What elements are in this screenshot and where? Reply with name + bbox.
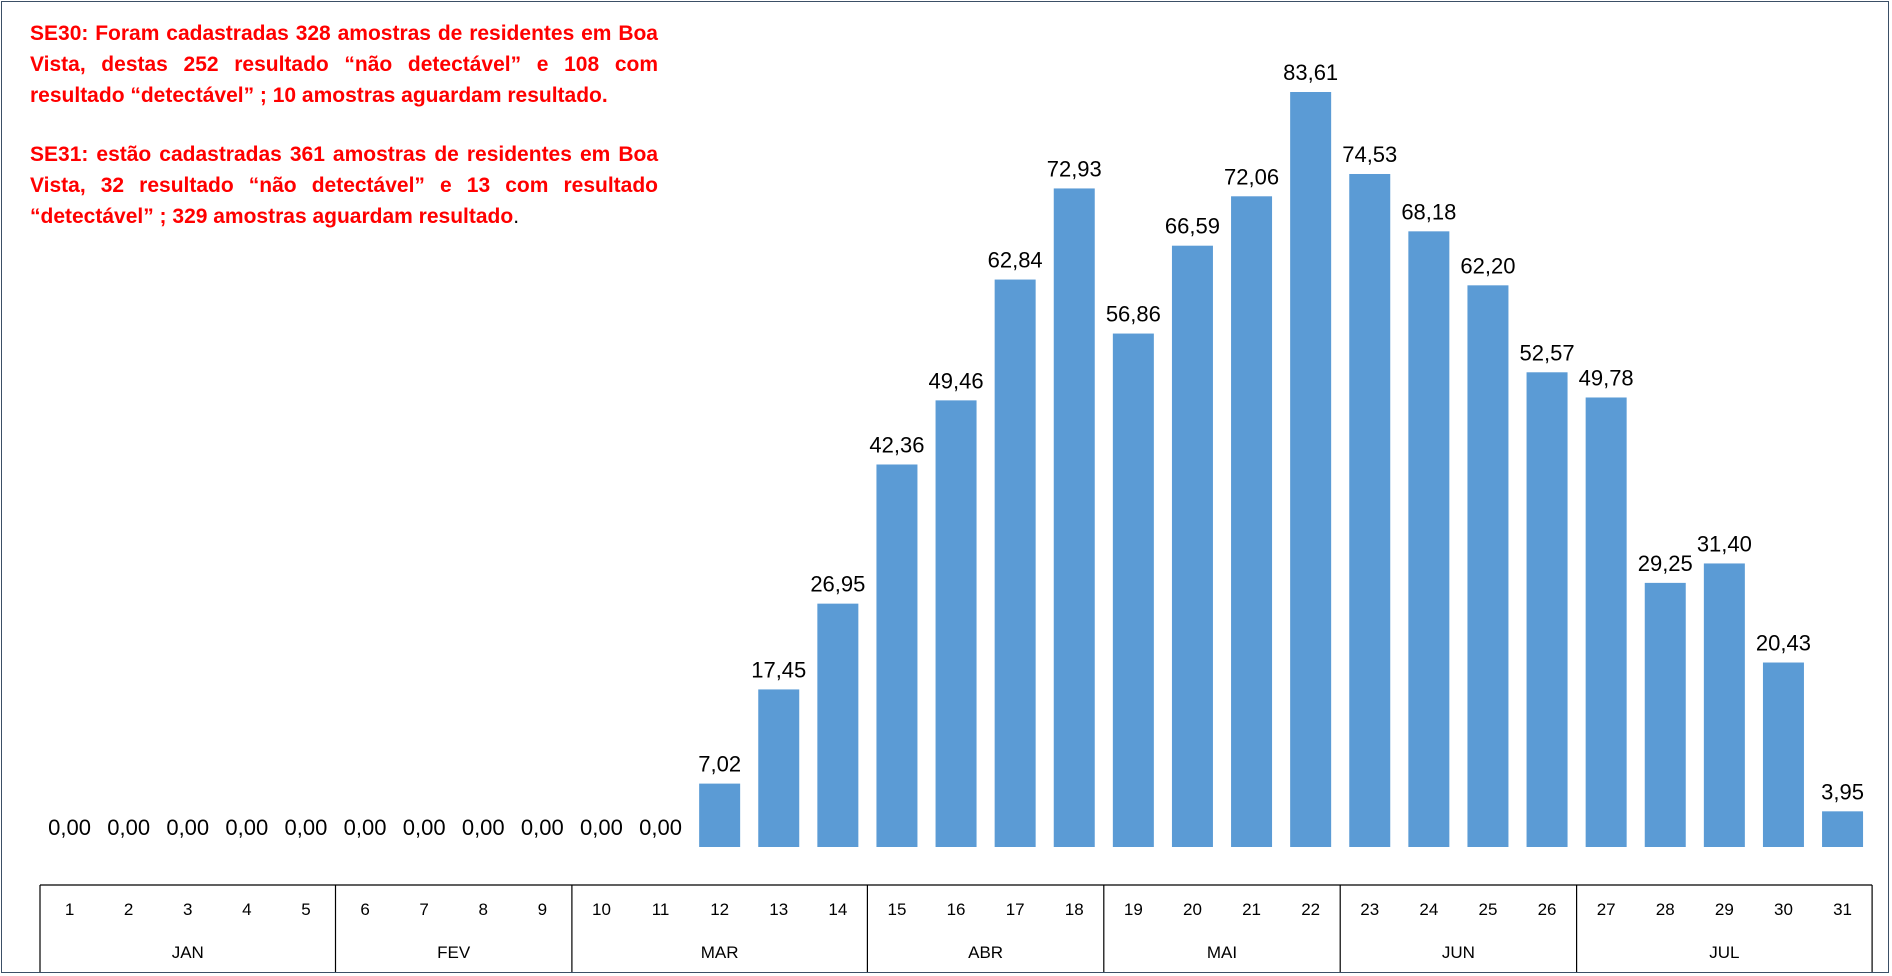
tick-label-se-3: 3 (183, 900, 192, 919)
value-label-se-18: 72,93 (1047, 156, 1102, 181)
tick-label-se-24: 24 (1419, 900, 1438, 919)
bar-se-18 (1053, 188, 1095, 847)
tick-label-se-20: 20 (1183, 900, 1202, 919)
tick-label-se-30: 30 (1774, 900, 1793, 919)
tick-label-se-16: 16 (947, 900, 966, 919)
tick-label-se-10: 10 (592, 900, 611, 919)
bar-se-12 (699, 783, 741, 847)
value-label-se-24: 68,18 (1401, 199, 1456, 224)
annotation-se30: SE30: Foram cadastradas 328 amostras de … (30, 22, 658, 107)
value-label-se-26: 52,57 (1520, 340, 1575, 365)
tick-label-se-25: 25 (1478, 900, 1497, 919)
tick-label-se-26: 26 (1538, 900, 1557, 919)
x-axis: 1 2 3 4 5 6 7 8 9 10 11 12 13 14 15 16 17 18 19 20 21 22 23 24 2… (39, 884, 1873, 972)
value-label-se-28: 29,25 (1638, 551, 1693, 576)
annotation-se31-period: . (513, 205, 520, 228)
value-label-se-15: 42,36 (869, 432, 924, 457)
value-label-se-6: 0,00 (344, 815, 387, 840)
bar-se-30 (1762, 662, 1804, 847)
value-label-se-16: 49,46 (929, 368, 984, 393)
bar-se-21 (1231, 196, 1273, 847)
value-label-se-3: 0,00 (166, 815, 209, 840)
value-label-se-22: 83,61 (1283, 60, 1338, 85)
tick-label-se-5: 5 (301, 900, 310, 919)
month-label-fev: FEV (437, 943, 471, 962)
annotation-text: SE30: Foram cadastradas 328 amostras de … (30, 18, 658, 260)
value-label-se-12: 7,02 (698, 752, 741, 777)
bar-se-25 (1467, 285, 1509, 847)
value-label-se-1: 0,00 (48, 815, 91, 840)
tick-label-se-2: 2 (124, 900, 133, 919)
tick-label-se-4: 4 (242, 900, 251, 919)
value-label-se-31: 3,95 (1821, 779, 1864, 804)
tick-label-se-11: 11 (652, 900, 670, 919)
month-label-jun: JUN (1442, 943, 1475, 962)
tick-label-se-14: 14 (828, 900, 847, 919)
month-label-abr: ABR (968, 943, 1003, 962)
value-label-se-2: 0,00 (107, 815, 150, 840)
tick-label-se-22: 22 (1301, 900, 1320, 919)
value-label-se-10: 0,00 (580, 815, 623, 840)
tick-label-se-29: 29 (1715, 900, 1734, 919)
value-label-se-23: 74,53 (1342, 142, 1397, 167)
value-label-se-27: 49,78 (1579, 365, 1634, 390)
annotation-se31-text: SE31: estão cadastradas 361 amostras de … (30, 143, 658, 228)
month-label-jan: JAN (172, 943, 204, 962)
bar-se-15 (876, 464, 918, 847)
bar-se-13 (758, 689, 800, 847)
tick-label-se-19: 19 (1124, 900, 1143, 919)
value-label-se-9: 0,00 (521, 815, 564, 840)
bar-se-22 (1290, 92, 1332, 847)
value-label-se-11: 0,00 (639, 815, 682, 840)
value-label-se-29: 31,40 (1697, 531, 1752, 556)
month-label-mar: MAR (701, 943, 739, 962)
bar-se-24 (1408, 231, 1450, 848)
tick-label-se-1: 1 (65, 900, 74, 919)
tick-label-se-6: 6 (360, 900, 369, 919)
bars-group (699, 92, 1864, 848)
bar-se-20 (1171, 245, 1213, 848)
tick-label-se-31: 31 (1833, 900, 1852, 919)
value-label-se-25: 62,20 (1460, 253, 1515, 278)
value-label-se-5: 0,00 (285, 815, 328, 840)
value-labels-group: 0,00 0,00 0,00 0,00 0,00 0,00 0,00 0,00 0,00 0,00… (48, 60, 1864, 840)
tick-label-se-18: 18 (1065, 900, 1084, 919)
bar-se-28 (1644, 582, 1686, 847)
tick-label-se-12: 12 (710, 900, 729, 919)
tick-label-se-21: 21 (1242, 900, 1261, 919)
value-label-se-19: 56,86 (1106, 302, 1161, 327)
value-label-se-21: 72,06 (1224, 164, 1279, 189)
value-label-se-17: 62,84 (988, 248, 1043, 273)
bar-se-19 (1112, 333, 1154, 847)
tick-label-se-15: 15 (887, 900, 906, 919)
tick-label-se-28: 28 (1656, 900, 1675, 919)
tick-label-se-9: 9 (538, 900, 547, 919)
value-label-se-7: 0,00 (403, 815, 446, 840)
bar-se-29 (1703, 563, 1745, 847)
bar-se-14 (817, 603, 859, 847)
tick-label-se-8: 8 (479, 900, 488, 919)
value-label-se-20: 66,59 (1165, 214, 1220, 239)
month-label-mai: MAI (1207, 943, 1237, 962)
tick-label-se-13: 13 (769, 900, 788, 919)
value-label-se-30: 20,43 (1756, 631, 1811, 656)
bar-se-23 (1349, 173, 1391, 848)
value-label-se-8: 0,00 (462, 815, 505, 840)
annotation-se31: SE31: estão cadastradas 361 amostras de … (30, 139, 658, 232)
bar-se-31 (1822, 811, 1864, 847)
value-label-se-4: 0,00 (225, 815, 268, 840)
tick-label-se-17: 17 (1006, 900, 1025, 919)
value-label-se-14: 26,95 (810, 572, 865, 597)
value-label-se-13: 17,45 (751, 657, 806, 682)
bar-se-26 (1526, 372, 1568, 847)
bar-se-27 (1585, 397, 1627, 847)
bar-se-16 (935, 400, 977, 847)
month-label-jul: JUL (1709, 943, 1739, 962)
bar-se-17 (994, 279, 1036, 847)
tick-label-se-27: 27 (1597, 900, 1616, 919)
tick-label-se-23: 23 (1360, 900, 1379, 919)
tick-label-se-7: 7 (419, 900, 428, 919)
